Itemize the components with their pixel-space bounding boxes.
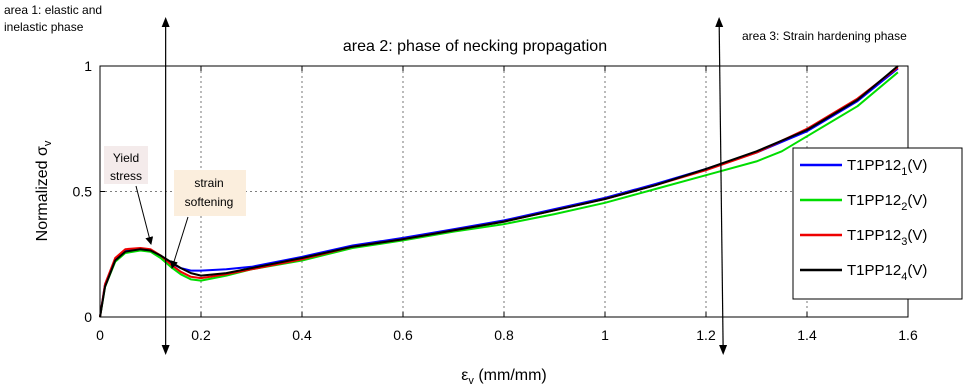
yield-stress-line1: Yield bbox=[113, 151, 139, 165]
yield-stress-arrow bbox=[135, 185, 154, 245]
y-axis-label: Normalized σv bbox=[34, 140, 54, 241]
y-tick-label: 1 bbox=[84, 58, 92, 74]
strain-softening-line2: softening bbox=[185, 195, 234, 209]
area2-label: area 2: phase of necking propagation bbox=[343, 38, 607, 55]
x-tick-label: 0 bbox=[96, 327, 104, 343]
series-line-3 bbox=[99, 66, 899, 318]
area1-label-line2: inelastic phase bbox=[4, 20, 84, 34]
tick-group: 0 0.2 0.4 0.6 0.8 1 1.2 1.4 1.6 0 0.5 1 bbox=[73, 58, 918, 343]
x-tick-label: 0.4 bbox=[292, 327, 312, 343]
y-tick-label: 0 bbox=[84, 309, 92, 325]
x-axis-label: εv (mm/mm) bbox=[461, 367, 547, 387]
legend: T1PP121(V) T1PP122(V) T1PP123(V) T1PP124(V) bbox=[792, 147, 963, 300]
legend-label-1: T1PP121(V) bbox=[847, 157, 927, 178]
series-line-4 bbox=[99, 65, 899, 318]
x-tick-label: 0.6 bbox=[393, 327, 413, 343]
legend-label-4: T1PP124(V) bbox=[847, 262, 927, 283]
area3-boundary-arrow bbox=[715, 17, 728, 355]
x-tick-label: 1.6 bbox=[898, 327, 918, 343]
grid-lines bbox=[100, 66, 908, 317]
legend-label-2: T1PP122(V) bbox=[847, 192, 927, 213]
strain-softening-line1: strain bbox=[194, 176, 223, 190]
area3-label: area 3: Strain hardening phase bbox=[742, 29, 907, 43]
x-tick-label: 1 bbox=[601, 327, 609, 343]
series-group bbox=[99, 65, 899, 318]
legend-box bbox=[792, 147, 963, 300]
x-tick-label: 0.8 bbox=[494, 327, 514, 343]
x-tick-label: 1.2 bbox=[696, 327, 716, 343]
y-tick-label: 0.5 bbox=[73, 184, 93, 200]
yield-stress-box bbox=[104, 146, 148, 184]
x-tick-label: 1.4 bbox=[797, 327, 817, 343]
strain-softening-box bbox=[174, 170, 246, 216]
x-tick-label: 0.2 bbox=[191, 327, 211, 343]
yield-stress-line2: stress bbox=[110, 169, 142, 183]
area1-label-line1: area 1: elastic and bbox=[4, 3, 102, 17]
legend-label-3: T1PP123(V) bbox=[847, 227, 927, 248]
strain-softening-arrow bbox=[170, 216, 189, 269]
series-line-2 bbox=[99, 71, 899, 318]
